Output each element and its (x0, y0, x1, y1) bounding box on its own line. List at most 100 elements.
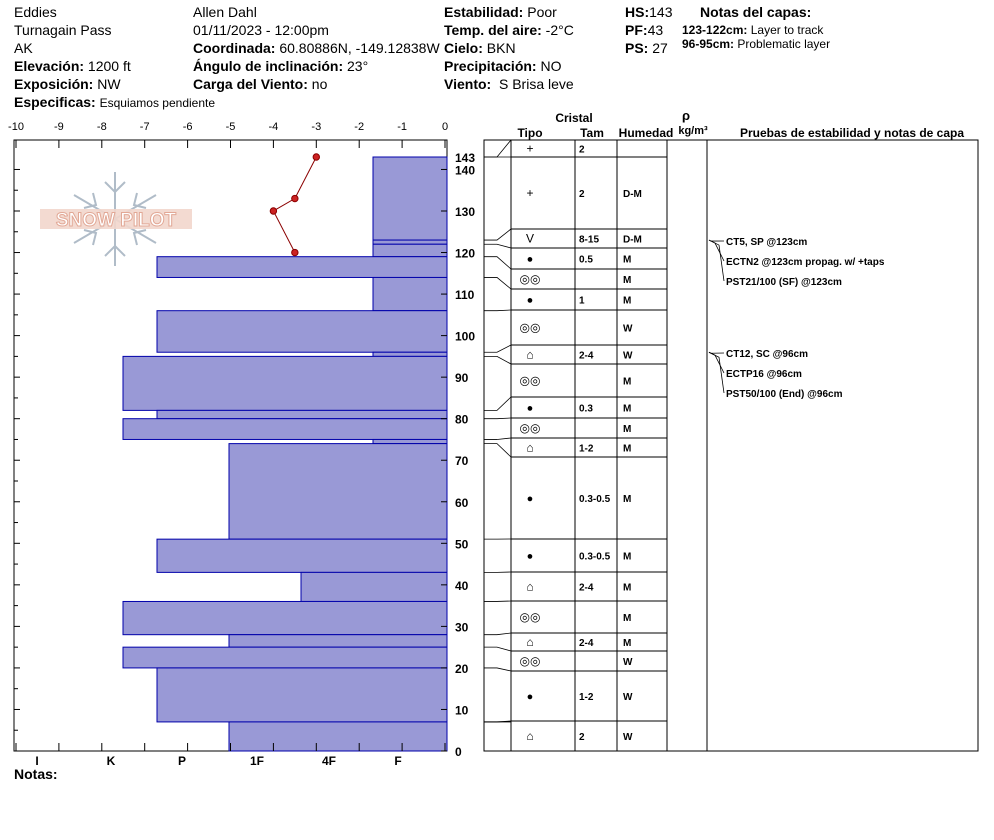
slope-field: Ángulo de inclinación: 23° (193, 58, 368, 75)
hardness-bar (372, 438, 448, 445)
temp-tick-label: -4 (269, 121, 279, 133)
temp-tick-label: -6 (183, 121, 193, 133)
wind-value: S Brisa leve (498, 76, 574, 92)
specifics-label: Especificas: (14, 94, 96, 110)
height-tick-label: 30 (455, 620, 469, 634)
moisture-value: D-M (623, 235, 642, 246)
crystal-size: 0.3-0.5 (579, 552, 611, 563)
stability-test: ECTP16 @96cm (726, 369, 802, 380)
specifics-field: Especificas: Esquiamos pendiente (14, 94, 215, 112)
crystal-type-symbol: ● (527, 691, 534, 703)
type-column-title: Tipo (517, 126, 542, 140)
layer-note: 123-122cm: Layer to track (682, 23, 823, 37)
table-column-dividers (510, 140, 708, 751)
crystal-type-symbol: ◎◎ (520, 272, 541, 286)
hardness-bar (156, 538, 448, 573)
wind-load-field: Carga del Viento: no (193, 76, 327, 93)
temperature-point (291, 194, 299, 203)
stability-value: Poor (527, 4, 557, 20)
crystal-type-symbol: ⌂ (526, 348, 533, 362)
watermark-text: SNOW PILOT (56, 210, 177, 231)
stability-test: CT5, SP @123cm (726, 237, 807, 248)
test-pointer (708, 351, 725, 374)
hardness-bar (122, 600, 448, 636)
ps-label: PS: (625, 40, 649, 56)
layer-note: 96-95cm: Problematic layer (682, 37, 830, 51)
total-height-label: 143 (455, 151, 475, 165)
moisture-value: D-M (623, 189, 642, 200)
temp-tick-label: -5 (226, 121, 236, 133)
hardness-tick-label: I (35, 754, 38, 768)
hardness-bar (122, 418, 448, 440)
observation-datetime: 01/11/2023 - 12:00pm (193, 22, 329, 38)
crystal-size: 2 (579, 189, 585, 200)
temperature-axis: -10 -9 -8 -7 -6 -5 -4 -3 -2 -1 0 (8, 121, 448, 751)
pf-value: 43 (647, 22, 664, 38)
crystal-size: 2-4 (579, 583, 594, 594)
size-column-title: Tam (580, 126, 604, 140)
elevation-field: Elevación: 1200 ft (14, 58, 131, 75)
hardness-bars (122, 156, 448, 752)
hs-field: HS:143 (625, 4, 672, 21)
crystal-type-symbol: ◎◎ (520, 654, 541, 668)
exposure-field: Exposición: NW (14, 76, 121, 93)
coordinate-label: Coordinada: (193, 40, 276, 56)
elevation-label: Elevación: (14, 58, 85, 74)
temp-tick-label: 0 (442, 121, 448, 133)
moisture-value: M (623, 444, 631, 455)
stability-tests: CT5, SP @123cm ECTN2 @123cm propag. w/ +t… (708, 237, 885, 400)
layer-connector (484, 443, 512, 458)
area-name: Turnagain Pass (14, 22, 112, 38)
precip-label: Precipitación: (444, 58, 537, 74)
moisture-value: W (623, 351, 633, 362)
crystal-size: 2-4 (579, 351, 594, 362)
temp-tick-label: -1 (397, 121, 407, 133)
layer-connector (484, 344, 512, 353)
crystal-size: 1-2 (579, 692, 594, 703)
hardness-tick-label: K (107, 754, 116, 768)
temp-tick-label: -9 (54, 121, 64, 133)
stability-test: PST50/100 (End) @96cm (726, 389, 843, 400)
layer-connector (484, 309, 512, 312)
moisture-value: M (623, 583, 631, 594)
moisture-value: W (623, 732, 633, 743)
moisture-value: M (623, 424, 631, 435)
observer-name: Allen Dahl (193, 4, 257, 20)
hardness-axis: I K P 1F 4F F (35, 754, 401, 768)
exposure-value: NW (97, 76, 121, 92)
layer-connector (484, 646, 512, 652)
hardness-tick-label: P (178, 754, 186, 768)
crystal-type-symbol: ● (527, 254, 534, 266)
crystal-type-symbol: ◎◎ (520, 610, 541, 624)
crystal-type-symbol: ◎◎ (520, 374, 541, 388)
crystal-size: 2 (579, 732, 585, 743)
hardness-bar (300, 571, 448, 602)
hardness-bar (372, 351, 448, 357)
temp-tick-label: -2 (354, 121, 364, 133)
sky-field: Cielo: BKN (444, 40, 518, 57)
crystal-size: 8-15 (579, 235, 599, 246)
hardness-bar (372, 243, 448, 258)
crystal-type-symbol: V (526, 232, 534, 246)
stability-test: ECTN2 @123cm propag. w/ +taps (726, 257, 885, 268)
temp-tick-label: -7 (140, 121, 150, 133)
crystal-type-symbol: ● (527, 493, 534, 505)
test-pointer (708, 239, 725, 262)
height-tick-label: 120 (455, 247, 475, 261)
height-tick-label: 130 (455, 205, 475, 219)
moisture-value: M (623, 296, 631, 307)
moisture-value: M (623, 377, 631, 388)
hardness-bar (156, 256, 448, 278)
tests-column-title: Pruebas de estabilidad y notas de capa (740, 126, 964, 140)
hs-value: 143 (649, 4, 673, 20)
hardness-bar (122, 355, 448, 411)
exposure-label: Exposición: (14, 76, 94, 92)
hardness-bar (122, 646, 448, 669)
test-pointer (708, 351, 725, 394)
hardness-tick-label: F (394, 754, 401, 768)
moisture-value: W (623, 692, 633, 703)
moisture-value: W (623, 657, 633, 668)
ps-field: PS: 27 (625, 40, 668, 57)
layer-connector (484, 417, 512, 420)
crystal-type-symbol: ⌂ (526, 729, 533, 743)
